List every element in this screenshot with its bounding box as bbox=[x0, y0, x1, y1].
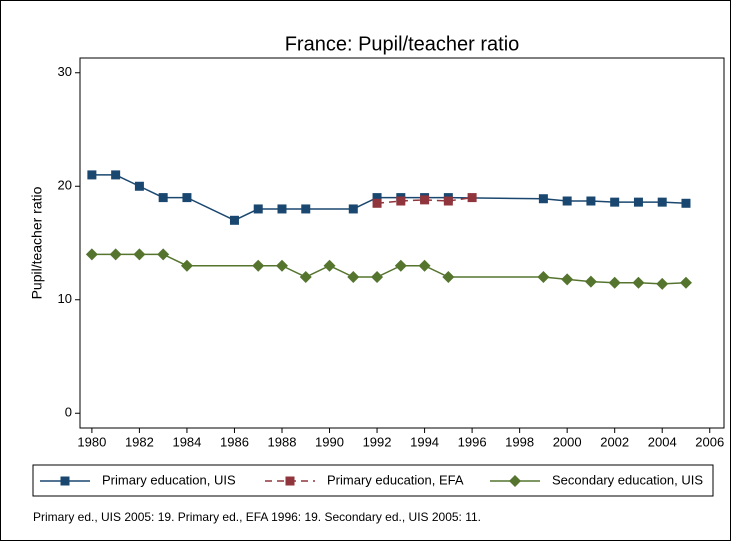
marker bbox=[299, 271, 312, 284]
x-tick-label: 1998 bbox=[505, 434, 534, 449]
marker bbox=[632, 276, 645, 289]
x-tick-label: 2004 bbox=[648, 434, 677, 449]
marker bbox=[252, 259, 265, 272]
y-tick-label: 10 bbox=[58, 291, 72, 306]
marker bbox=[396, 196, 406, 206]
x-tick-label: 1992 bbox=[363, 434, 392, 449]
marker bbox=[347, 271, 360, 284]
marker bbox=[584, 275, 597, 288]
legend-label: Secondary education, UIS bbox=[552, 472, 703, 487]
marker bbox=[87, 170, 97, 180]
marker bbox=[538, 194, 548, 204]
marker bbox=[111, 170, 121, 180]
legend bbox=[32, 464, 714, 497]
marker bbox=[180, 259, 193, 272]
marker bbox=[109, 248, 122, 261]
marker bbox=[656, 277, 669, 290]
marker bbox=[301, 204, 311, 214]
marker bbox=[633, 197, 643, 207]
x-tick-label: 1986 bbox=[220, 434, 249, 449]
x-tick-label: 1988 bbox=[268, 434, 297, 449]
x-tick-label: 2006 bbox=[695, 434, 724, 449]
x-tick-label: 1982 bbox=[125, 434, 154, 449]
marker bbox=[348, 204, 358, 214]
marker bbox=[182, 193, 192, 203]
legend-marker bbox=[285, 476, 295, 486]
marker bbox=[158, 193, 168, 203]
x-tick-label: 2002 bbox=[600, 434, 629, 449]
legend-marker bbox=[509, 475, 521, 487]
x-tick-label: 1994 bbox=[410, 434, 439, 449]
y-axis-title: Pupil/teacher ratio bbox=[29, 186, 45, 299]
marker bbox=[561, 273, 574, 286]
plot-area bbox=[79, 57, 725, 429]
marker bbox=[85, 248, 98, 261]
marker bbox=[681, 198, 691, 208]
x-tick-label: 2000 bbox=[553, 434, 582, 449]
marker bbox=[657, 197, 667, 207]
marker bbox=[467, 193, 477, 203]
x-tick-label: 1996 bbox=[458, 434, 487, 449]
marker bbox=[442, 271, 455, 284]
x-tick-label: 1980 bbox=[77, 434, 106, 449]
legend-label: Primary education, UIS bbox=[102, 472, 236, 487]
marker bbox=[586, 196, 596, 206]
x-tick-label: 1990 bbox=[315, 434, 344, 449]
marker bbox=[371, 271, 384, 284]
legend-marker bbox=[60, 476, 70, 486]
marker bbox=[608, 276, 621, 289]
marker bbox=[372, 193, 382, 203]
marker bbox=[443, 196, 453, 206]
marker bbox=[562, 196, 572, 206]
y-tick-label: 20 bbox=[58, 178, 72, 193]
marker bbox=[537, 271, 550, 284]
marker bbox=[610, 197, 620, 207]
y-tick-label: 0 bbox=[65, 405, 72, 420]
marker bbox=[394, 259, 407, 272]
x-tick-label: 1984 bbox=[172, 434, 201, 449]
marker bbox=[134, 181, 144, 191]
marker bbox=[679, 276, 692, 289]
marker bbox=[277, 204, 287, 214]
marker bbox=[372, 198, 382, 208]
marker bbox=[229, 215, 239, 225]
series-line bbox=[376, 196, 473, 205]
chart-title: France: Pupil/teacher ratio bbox=[285, 33, 520, 55]
note: Primary ed., UIS 2005: 19. Primary ed., … bbox=[33, 510, 481, 524]
marker bbox=[253, 204, 263, 214]
marker bbox=[157, 248, 170, 261]
marker bbox=[133, 248, 146, 261]
y-tick-label: 30 bbox=[58, 64, 72, 79]
marker bbox=[418, 259, 431, 272]
marker bbox=[323, 259, 336, 272]
marker bbox=[420, 195, 430, 205]
marker bbox=[275, 259, 288, 272]
legend-label: Primary education, EFA bbox=[327, 472, 464, 487]
